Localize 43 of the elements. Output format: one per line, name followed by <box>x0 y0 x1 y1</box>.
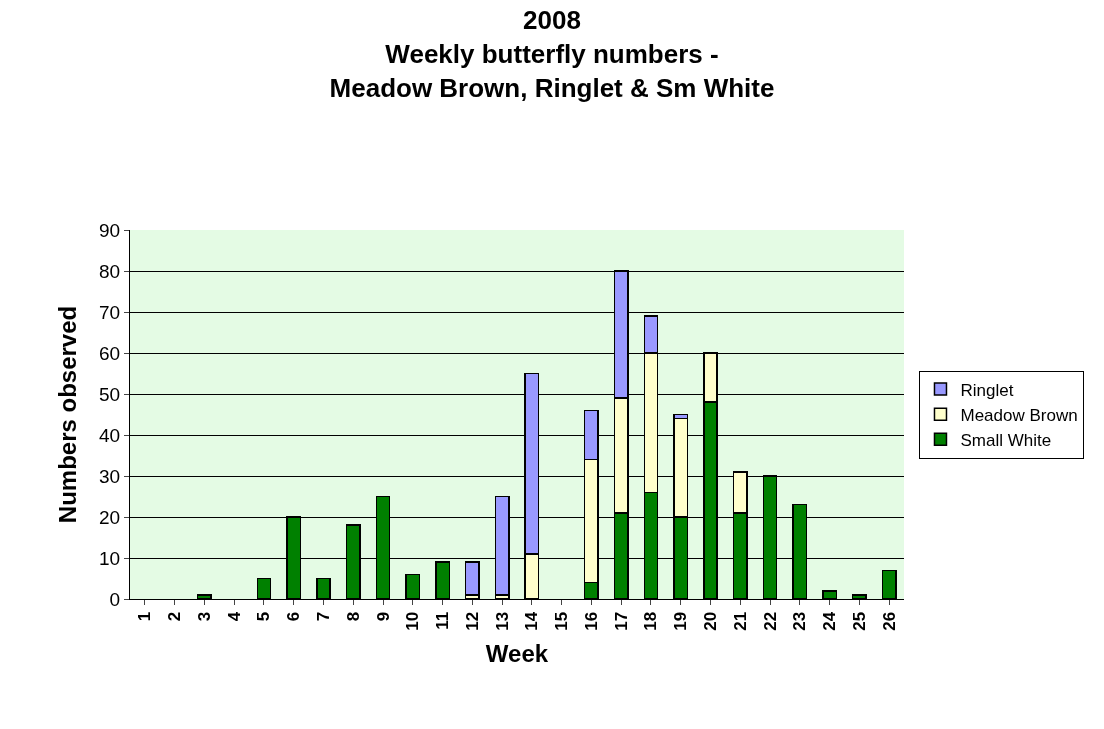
x-tick-label: 5 <box>254 611 274 622</box>
y-tick-label: 0 <box>109 588 121 610</box>
legend-label: Ringlet <box>960 380 1014 400</box>
x-tick-label: 26 <box>879 611 899 631</box>
x-tick-label: 19 <box>671 611 691 631</box>
legend-label: Meadow Brown <box>960 405 1078 425</box>
x-tick-label: 1 <box>135 611 155 622</box>
x-tick-label: 20 <box>701 611 721 631</box>
x-tick-label: 3 <box>194 611 214 622</box>
x-tick-label: 18 <box>641 611 661 631</box>
x-axis-title: Week <box>485 640 549 668</box>
x-tick-label: 4 <box>224 611 244 622</box>
x-tick-label: 13 <box>492 611 512 631</box>
y-tick-label: 80 <box>99 260 121 282</box>
x-tick-label: 15 <box>552 611 572 631</box>
y-tick-label: 50 <box>99 383 121 405</box>
x-tick-label: 25 <box>849 611 869 631</box>
x-tick-label: 23 <box>790 611 810 631</box>
x-tick-label: 22 <box>760 611 780 631</box>
y-tick-label: 40 <box>99 424 121 446</box>
y-tick-label: 20 <box>99 506 121 528</box>
x-tick-label: 12 <box>462 611 482 631</box>
x-tick-label: 7 <box>314 611 334 622</box>
legend-label: Small White <box>960 430 1052 450</box>
x-tick-label: 24 <box>820 611 840 631</box>
x-tick-label: 2 <box>165 611 185 622</box>
x-tick-label: 6 <box>284 611 304 622</box>
y-tick-label: 10 <box>99 547 121 569</box>
x-tick-label: 16 <box>581 611 601 631</box>
x-tick-label: 11 <box>433 611 453 630</box>
y-axis-title: Numbers observed <box>54 305 82 524</box>
y-tick-label: 60 <box>99 342 121 364</box>
x-tick-label: 17 <box>611 611 631 631</box>
x-tick-label: 21 <box>730 611 750 631</box>
x-tick-label: 14 <box>522 611 542 631</box>
y-tick-label: 30 <box>99 465 121 487</box>
y-tick-label: 70 <box>99 301 121 323</box>
y-tick-label: 90 <box>99 219 121 241</box>
x-tick-label: 9 <box>373 611 393 622</box>
x-tick-label: 10 <box>403 611 423 631</box>
bar <box>464 561 480 596</box>
chart-title: 2008 Weekly butterfly numbers - Meadow Brown, Ringlet & Sm White <box>329 5 775 103</box>
x-tick-label: 8 <box>343 611 363 622</box>
